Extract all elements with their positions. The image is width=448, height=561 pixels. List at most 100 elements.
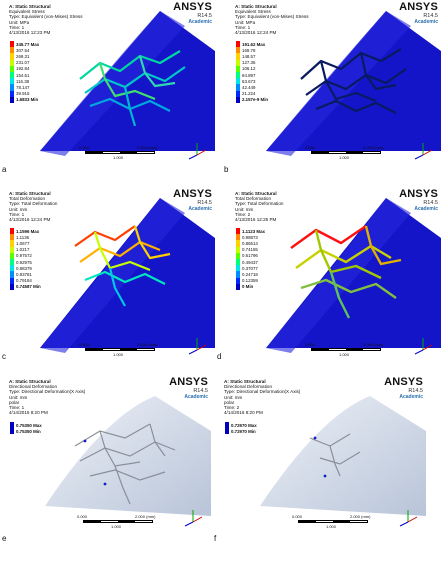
legend-label: 191.62 Max [242, 41, 266, 47]
stent-model-view [45, 396, 211, 516]
scale-bar: 0.000 2.000 (mm) 1.000 [79, 342, 158, 357]
legend-entry: 0.24718 [236, 271, 265, 278]
panel-e: A: Static Structural Directional Deforma… [5, 376, 211, 534]
stent-model-view [266, 198, 441, 353]
ansys-logo: ANSYS R14.5 Academic [399, 188, 438, 213]
panel-label: a [2, 165, 7, 174]
legend-swatch [236, 265, 240, 272]
legend-label: 1.0217 [16, 247, 30, 253]
legend-entry: 0.98873 [236, 234, 265, 241]
axis-triad-icon [399, 510, 418, 527]
legend-entry: 0.37077 [236, 265, 265, 272]
legend-entry: 0.12359 [236, 277, 265, 284]
legend-label: 0.74587 Min [16, 284, 41, 290]
legend-label: 0.12359 [242, 278, 258, 284]
axis-triad-icon [184, 510, 203, 527]
axis-triad-icon [188, 143, 207, 160]
legend-label: 148.57 [242, 53, 256, 59]
legend-entry: 0.92975 [10, 258, 41, 266]
color-legend: 0.75350 Max 0.75350 Min [10, 422, 42, 435]
legend-entry: 127.35 [236, 59, 268, 66]
ansys-logo: ANSYS R14.5 Academic [173, 188, 212, 213]
legend-swatch [236, 283, 240, 290]
legend-swatch [225, 422, 229, 429]
legend-label: 0.88379 [16, 265, 32, 271]
legend-entry: 106.12 [236, 65, 268, 72]
legend-swatch [10, 53, 14, 60]
legend-swatch [236, 59, 240, 66]
legend-label: 1.1123 Max [242, 228, 265, 234]
legend-label: 0.92975 [16, 259, 32, 265]
legend-label: 0.72970 Min [231, 428, 256, 434]
legend-swatch [10, 258, 14, 266]
legend-label: 0.83781 [16, 271, 32, 277]
axis-triad-icon [414, 338, 433, 355]
legend-swatch [10, 271, 14, 278]
legend-entry: 63.673 [236, 78, 268, 85]
ansys-logo: ANSYS R14.5 Academic [169, 376, 208, 401]
legend-swatch [10, 71, 14, 79]
axis-triad-icon [188, 338, 207, 355]
legend-label: 0 Min [242, 284, 254, 290]
legend-entry: 345.77 Max [10, 41, 39, 48]
legend-label: 231.07 [16, 60, 30, 66]
stent-model-view [40, 11, 215, 156]
legend-swatch [236, 240, 240, 247]
result-info: A: Static Structural Directional Deforma… [224, 379, 301, 416]
color-legend: 345.77 Max 307.54 269.31 231.07 192.84 154.61… [10, 41, 39, 103]
legend-label: 0.37077 [242, 265, 258, 271]
legend-swatch [10, 47, 14, 54]
legend-entry: 0.74587 Min [10, 283, 41, 290]
legend-entry: 307.54 [10, 47, 39, 54]
scale-bar: 0.000 2.000 (mm) 1.000 [305, 145, 384, 160]
legend-entry: 0.79184 [10, 277, 41, 284]
legend-swatch [10, 422, 14, 429]
legend-label: 0.79184 [16, 278, 32, 284]
legend-entry: 191.62 Max [236, 41, 268, 48]
legend-swatch [10, 228, 14, 235]
legend-swatch [236, 71, 240, 79]
legend-label: 106.12 [242, 66, 256, 72]
legend-entry: 0.49437 [236, 258, 265, 266]
legend-label: 42.449 [242, 84, 256, 90]
legend-entry: 0.72970 Max [225, 422, 257, 429]
legend-entry: 1.1136 [10, 234, 41, 241]
legend-swatch [10, 428, 14, 435]
legend-swatch [10, 283, 14, 290]
legend-label: 78.147 [16, 84, 30, 90]
legend-label: 154.61 [16, 72, 30, 78]
legend-entry: 0.97572 [10, 252, 41, 259]
legend-label: 0.98873 [242, 234, 258, 240]
legend-swatch [236, 90, 240, 97]
legend-swatch [236, 53, 240, 60]
legend-entry: 0.74155 [236, 246, 265, 253]
legend-swatch [10, 96, 14, 103]
legend-entry: 0.72970 Min [225, 428, 257, 435]
legend-entry: 154.61 [10, 71, 39, 79]
legend-swatch [236, 78, 240, 85]
legend-entry: 116.38 [10, 78, 39, 85]
legend-entry: 1.0217 [10, 246, 41, 253]
legend-label: 0.61796 [242, 253, 258, 259]
legend-label: 269.31 [16, 53, 30, 59]
legend-swatch [236, 252, 240, 259]
legend-swatch [236, 96, 240, 103]
legend-swatch [10, 59, 14, 66]
legend-swatch [236, 246, 240, 253]
legend-entry: 169.78 [236, 47, 268, 54]
legend-label: 0.49437 [242, 259, 258, 265]
scale-bar: 0.000 2.000 (mm) 1.000 [77, 514, 156, 529]
legend-label: 63.673 [242, 78, 256, 84]
legend-swatch [10, 240, 14, 247]
result-info: A: Static Structural Total Deformation T… [9, 191, 58, 223]
color-legend: 1.1596 Max 1.1136 1.0677 1.0217 0.97572 0.929… [10, 228, 41, 290]
legend-swatch [10, 252, 14, 259]
ansys-logo: ANSYS R14.5 Academic [399, 1, 438, 26]
legend-entry: 0.75350 Min [10, 428, 42, 435]
legend-entry: 269.31 [10, 53, 39, 60]
legend-swatch [236, 65, 240, 72]
legend-swatch [236, 84, 240, 91]
axis-triad-icon [414, 143, 433, 160]
legend-label: 0.75350 Max [16, 422, 42, 428]
legend-swatch [10, 41, 14, 48]
